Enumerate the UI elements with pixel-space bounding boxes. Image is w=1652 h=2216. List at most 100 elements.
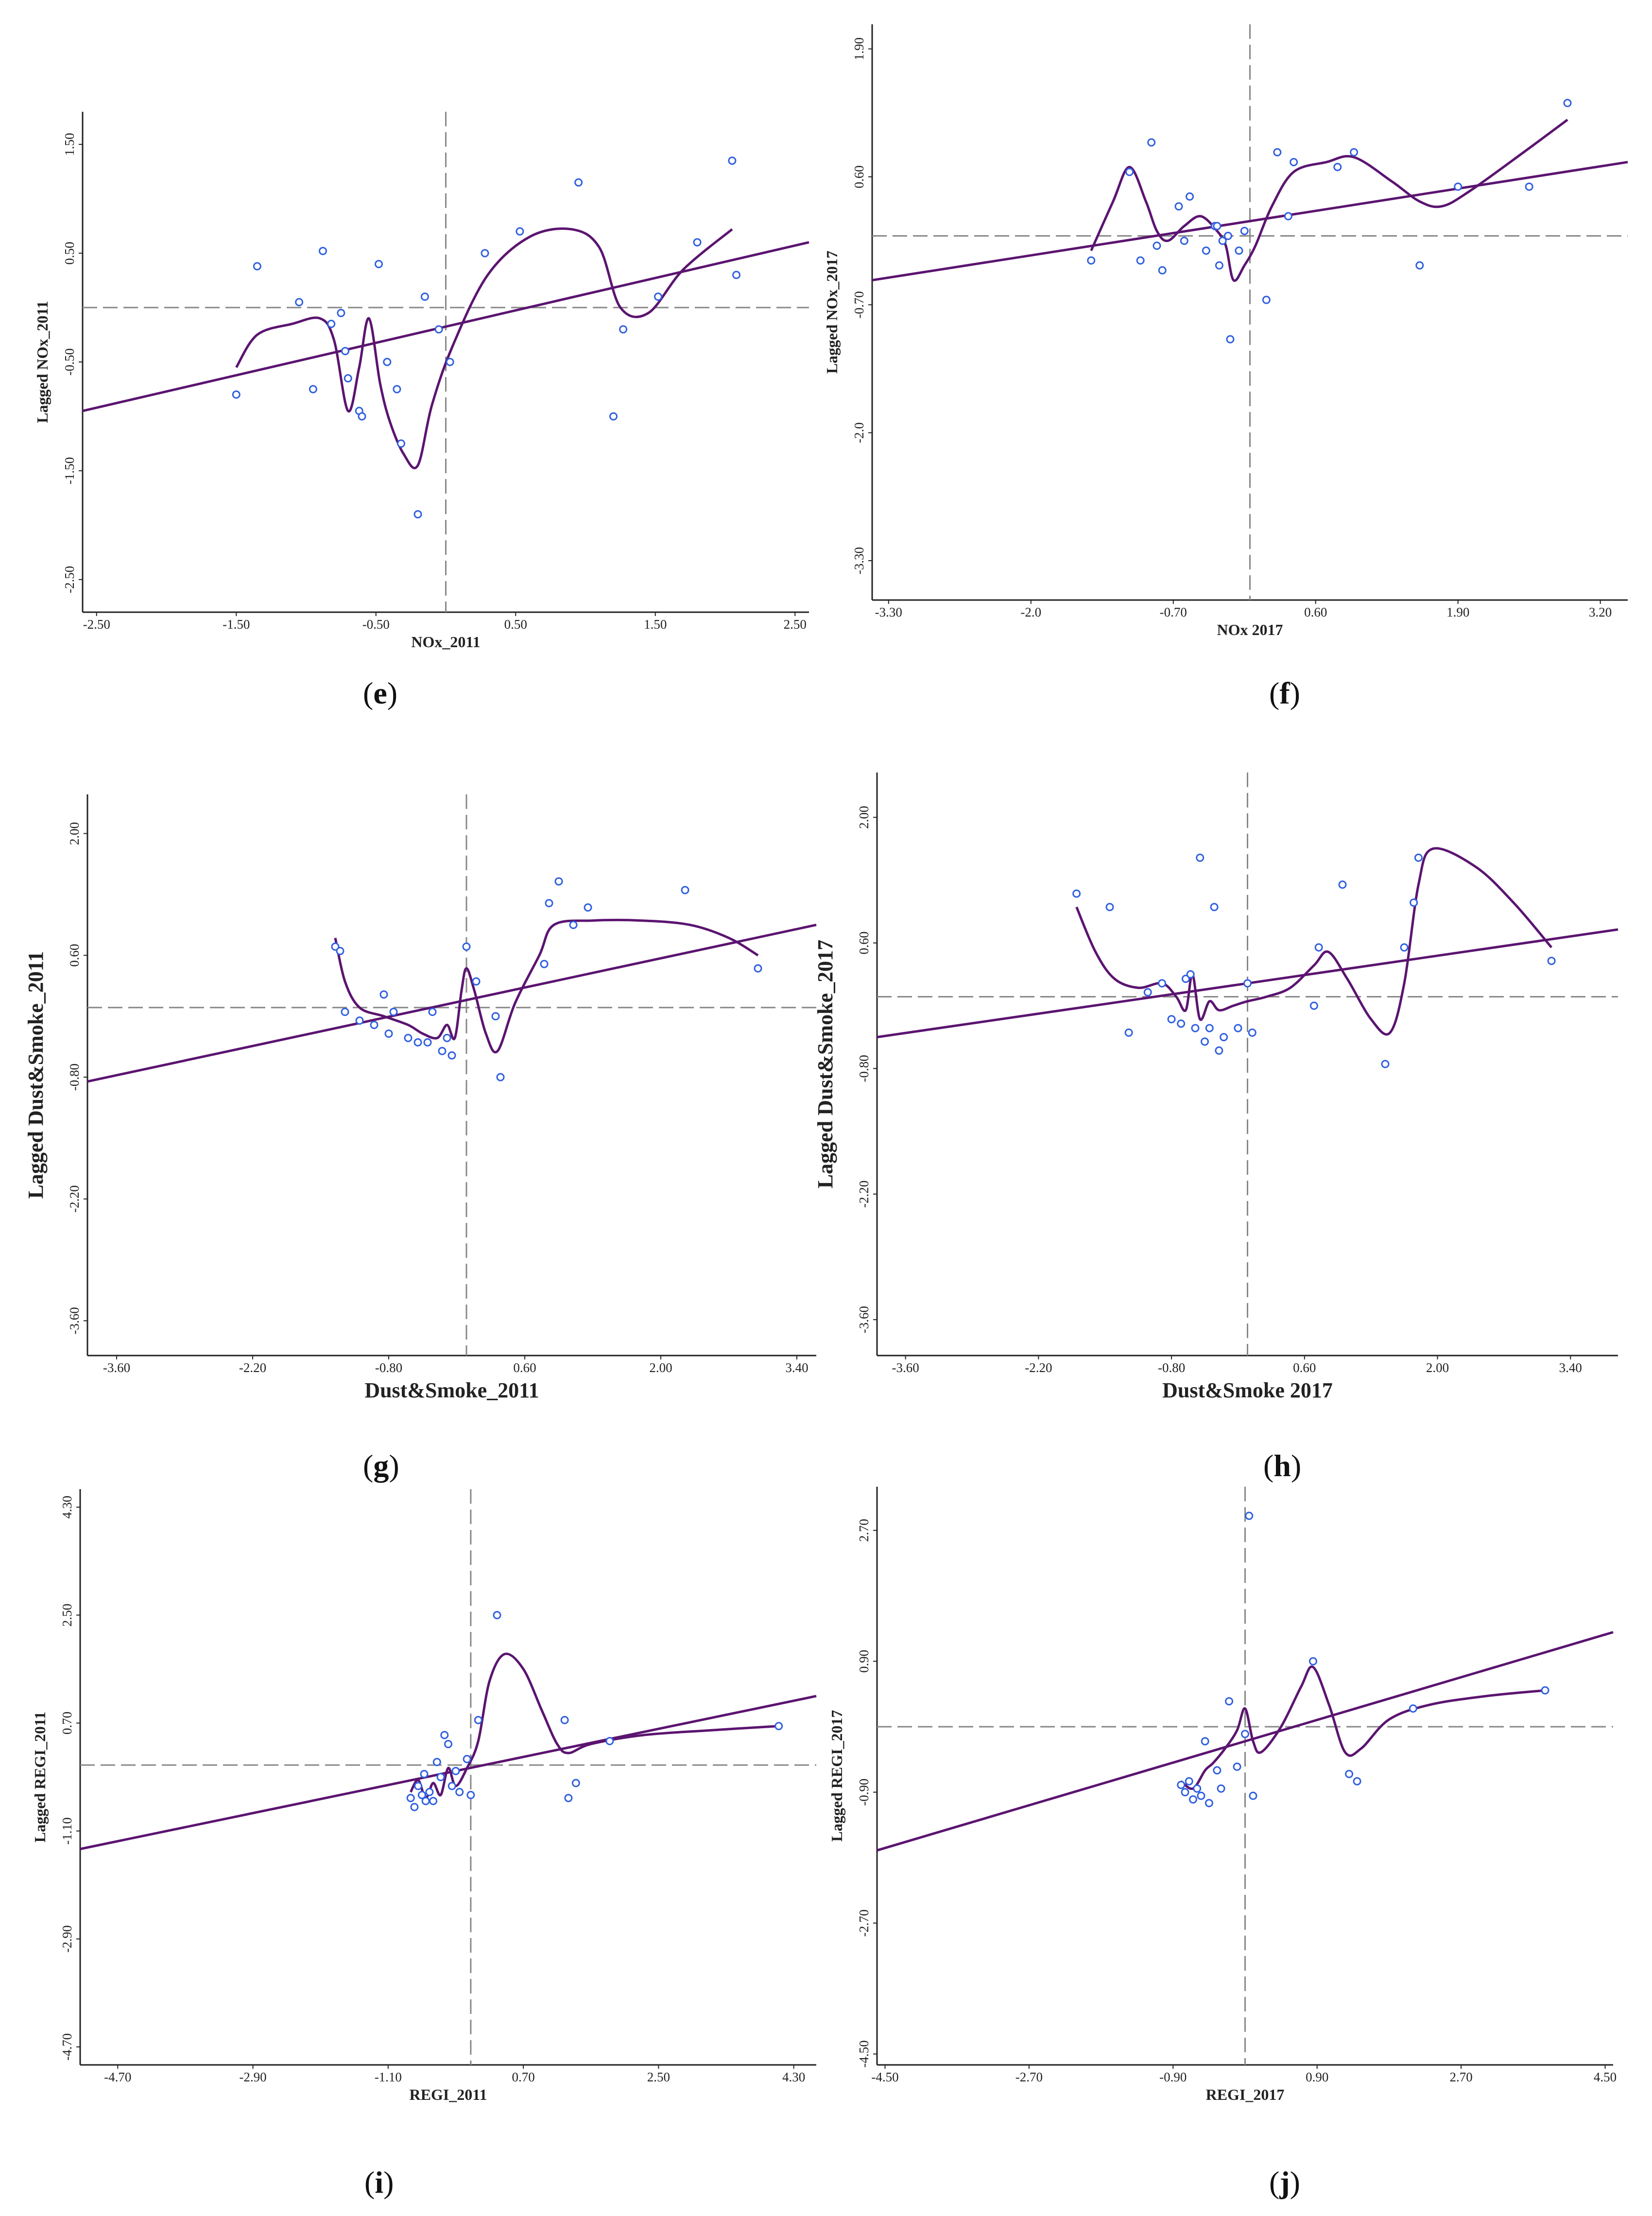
- data-point: [344, 374, 352, 383]
- smooth-curve: [409, 1652, 779, 1800]
- x-tick-label: -0.80: [1158, 1360, 1185, 1375]
- data-point: [1233, 1762, 1241, 1771]
- data-point: [1333, 163, 1342, 172]
- data-point: [1410, 898, 1418, 907]
- data-point: [1223, 232, 1232, 240]
- y-tick-label: -0.80: [857, 1055, 871, 1082]
- data-point: [1241, 1730, 1249, 1738]
- data-point: [1124, 1028, 1133, 1037]
- y-tick-label: 1.50: [62, 133, 77, 156]
- data-point: [451, 1767, 460, 1775]
- x-tick-label: 1.90: [1446, 605, 1469, 619]
- data-point: [1191, 1024, 1200, 1032]
- data-point: [336, 946, 344, 955]
- x-tick-label: 4.30: [782, 2070, 805, 2084]
- data-point: [605, 1736, 614, 1745]
- y-tick-label: 2.70: [857, 1519, 871, 1542]
- data-point: [1147, 138, 1156, 147]
- y-tick-label: 0.90: [857, 1650, 871, 1673]
- data-point: [444, 1740, 452, 1749]
- regression-line: [87, 924, 817, 1083]
- x-tick-label: 0.70: [512, 2070, 534, 2084]
- x-tick-label: -0.80: [375, 1360, 402, 1375]
- data-point: [1541, 1686, 1549, 1695]
- x-axis-title: Dust&Smoke_2011: [364, 1378, 539, 1402]
- x-tick-label: 0.60: [1304, 605, 1327, 619]
- data-point: [438, 1047, 447, 1055]
- data-point: [440, 1731, 449, 1739]
- y-tick-label: -0.50: [62, 348, 77, 376]
- data-point: [1381, 1060, 1390, 1068]
- data-point: [609, 412, 618, 421]
- data-point: [1193, 1784, 1202, 1793]
- data-point: [1240, 226, 1249, 235]
- data-point: [447, 1051, 456, 1060]
- data-point: [434, 325, 443, 334]
- x-tick-label: -0.70: [1160, 605, 1187, 619]
- x-axis-title: NOx 2017: [1217, 621, 1283, 638]
- data-point: [496, 1073, 505, 1082]
- data-point: [404, 1033, 413, 1042]
- data-point: [384, 1029, 393, 1038]
- data-point: [571, 1779, 580, 1787]
- data-point: [393, 385, 401, 394]
- x-tick-label: 0.50: [504, 617, 527, 632]
- data-point: [1136, 256, 1145, 265]
- data-point: [1205, 1024, 1214, 1032]
- x-tick-label: 2.50: [647, 2070, 670, 2084]
- x-axis-title: REGI_2017: [1206, 2086, 1285, 2103]
- regression-line: [872, 161, 1628, 282]
- x-tick-label: -2.50: [83, 617, 110, 632]
- data-point: [472, 977, 481, 986]
- caption-g: (g): [363, 1448, 399, 1483]
- data-point: [358, 412, 366, 421]
- data-point: [1218, 237, 1227, 245]
- y-axis-title: Lagged Dust&Smoke_2011: [24, 951, 48, 1199]
- y-tick-label: -0.90: [857, 1779, 871, 1806]
- data-point: [1345, 1769, 1354, 1778]
- data-point: [1248, 1028, 1256, 1037]
- y-axis-title: Lagged REGI_2011: [31, 1712, 49, 1842]
- data-point: [1202, 246, 1210, 255]
- data-point: [341, 347, 349, 356]
- data-point: [463, 1754, 471, 1763]
- y-tick-label: 4.30: [60, 1495, 74, 1518]
- panel-i: -4.70 -2.90 -1.10 0.70 2.50 4.30 -4.70 -2.90 -1.…: [31, 1489, 817, 2103]
- data-point: [410, 1803, 419, 1811]
- data-point: [574, 178, 583, 187]
- smooth-curve: [1090, 119, 1568, 282]
- data-point: [341, 1008, 349, 1016]
- data-point: [295, 298, 304, 307]
- data-point: [1414, 853, 1423, 862]
- data-point: [1087, 256, 1096, 265]
- data-point: [774, 1722, 783, 1731]
- x-tick-label: 3.40: [785, 1360, 808, 1375]
- data-point: [1174, 202, 1183, 211]
- data-point: [1234, 1024, 1242, 1032]
- data-point: [493, 1611, 501, 1619]
- regression-line: [80, 1695, 817, 1851]
- y-tick-label: -3.60: [857, 1306, 871, 1333]
- data-point: [1525, 182, 1533, 191]
- x-tick-label: -0.90: [1159, 2070, 1187, 2084]
- data-point: [429, 1797, 438, 1805]
- data-point: [693, 238, 702, 247]
- data-point: [406, 1794, 415, 1803]
- data-point: [728, 156, 737, 165]
- y-tick-label: 1.90: [852, 37, 866, 60]
- data-point: [413, 1038, 422, 1047]
- data-point: [540, 960, 549, 968]
- smooth-curve: [334, 919, 759, 1054]
- data-point: [1350, 148, 1359, 156]
- data-point: [414, 1782, 423, 1790]
- data-point: [436, 1773, 445, 1781]
- y-axis-title: Lagged Dust&Smoke_2017: [813, 940, 837, 1188]
- caption-f: (f): [1269, 676, 1300, 710]
- y-tick-label: -2.20: [857, 1181, 871, 1208]
- panel-e: -2.50 -1.50 -0.50 0.50 1.50 2.50 -2.50 -1.50 -0.…: [34, 112, 809, 651]
- y-tick-label: -1.10: [60, 1817, 74, 1844]
- y-axis-title: Lagged NOx_2017: [823, 251, 841, 374]
- data-point: [754, 964, 762, 973]
- data-point: [428, 1008, 437, 1016]
- data-point: [420, 1769, 429, 1778]
